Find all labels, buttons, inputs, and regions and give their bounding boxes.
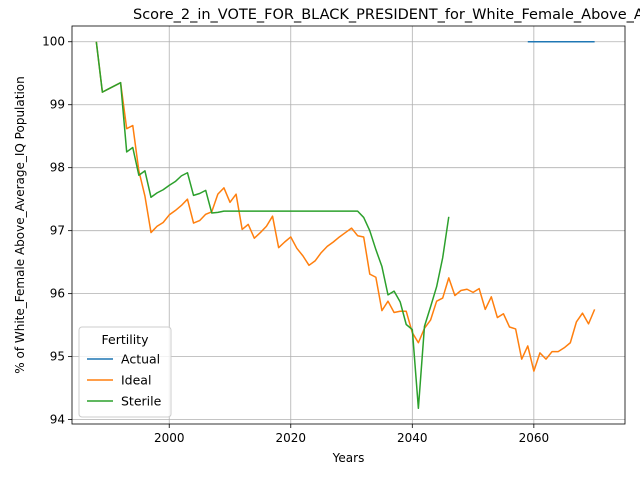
legend-label-sterile: Sterile	[121, 394, 162, 409]
y-tick-label: 95	[50, 350, 65, 364]
y-tick-label: 94	[50, 413, 65, 427]
legend: Fertility Actual Ideal Sterile	[78, 326, 172, 418]
legend-box	[78, 326, 172, 418]
x-tick-label: 2020	[275, 431, 306, 445]
y-tick-label: 99	[50, 98, 65, 112]
x-axis-title: Years	[332, 451, 365, 465]
legend-title: Fertility	[102, 332, 150, 347]
x-tick-label: 2000	[154, 431, 185, 445]
y-axis-title: % of White_Female Above_Average_IQ Popul…	[13, 76, 27, 373]
series-lines	[95, 40, 596, 410]
y-axis-ticks: 94 95 96 97 98 99 100	[42, 35, 72, 427]
plot-frame	[71, 25, 626, 425]
series-line-ideal	[95, 41, 596, 372]
legend-label-ideal: Ideal	[121, 373, 151, 388]
y-tick-label: 98	[50, 161, 65, 175]
x-tick-label: 2040	[397, 431, 428, 445]
legend-label-actual: Actual	[121, 352, 160, 367]
y-tick-label: 97	[50, 224, 65, 238]
series-line-sterile	[95, 41, 450, 410]
x-axis-ticks: 2000 2020 2040 2060	[154, 424, 549, 445]
y-tick-label: 96	[50, 287, 65, 301]
x-tick-label: 2060	[519, 431, 550, 445]
y-tick-label: 100	[42, 35, 65, 49]
chart-title: Score_2_in_VOTE_FOR_BLACK_PRESIDENT_for_…	[133, 7, 640, 23]
